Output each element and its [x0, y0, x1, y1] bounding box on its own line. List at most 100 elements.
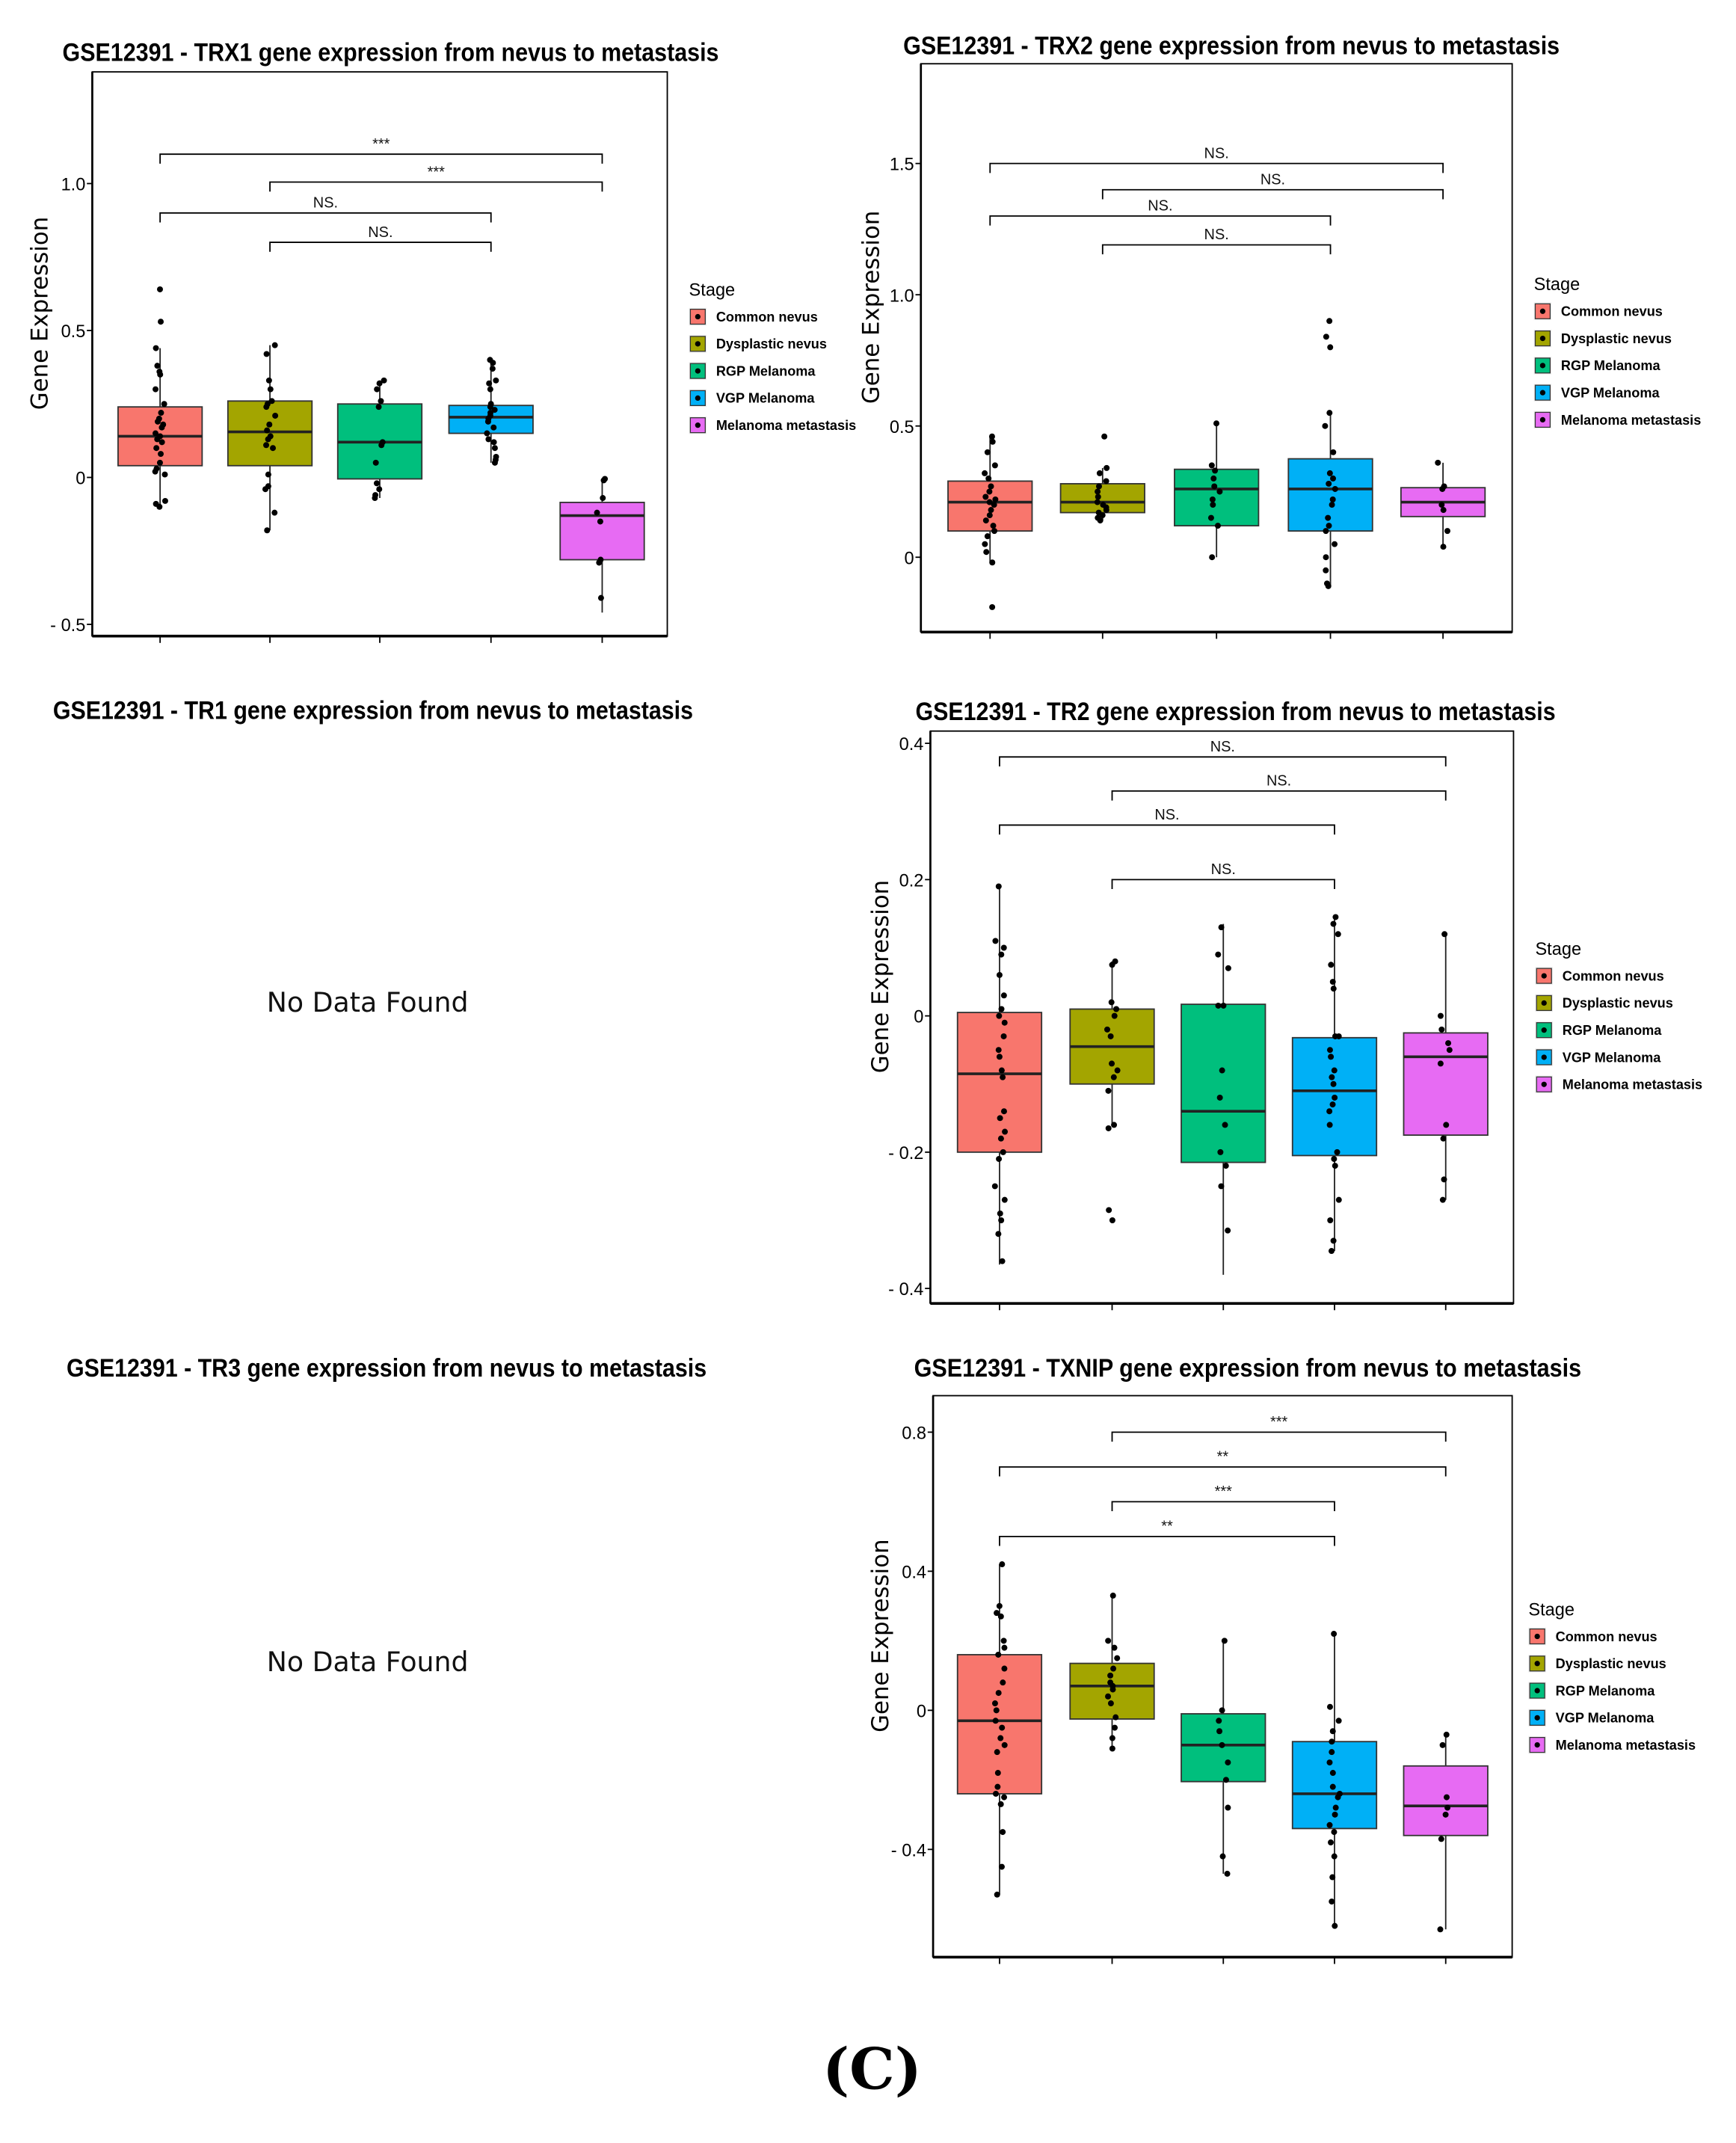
- data-point: [152, 468, 158, 475]
- legend-point-icon: [1539, 308, 1546, 314]
- data-point: [985, 475, 992, 482]
- data-point: [1439, 1741, 1446, 1748]
- legend-title: Stage: [1534, 274, 1580, 294]
- data-point: [1330, 1080, 1337, 1087]
- data-point: [1106, 1207, 1112, 1214]
- data-point: [1332, 1163, 1338, 1169]
- y-axis-label: Gene Expression: [867, 1539, 894, 1732]
- significance-label: ***: [372, 136, 390, 153]
- data-point: [161, 497, 168, 504]
- data-point: [986, 488, 993, 495]
- data-point: [1105, 1693, 1112, 1700]
- data-point: [1329, 1770, 1336, 1777]
- data-point: [1109, 1060, 1115, 1067]
- data-point: [1437, 1060, 1444, 1067]
- data-point: [1445, 1040, 1452, 1047]
- box-3: [1174, 468, 1260, 527]
- data-point: [1111, 1122, 1118, 1128]
- data-point: [1001, 1644, 1008, 1651]
- data-point: [1111, 1012, 1118, 1019]
- comparison-bracket: [999, 1466, 1447, 1477]
- significance-label: NS.: [1148, 198, 1172, 215]
- legend-title: Stage: [1528, 1599, 1575, 1619]
- data-point: [376, 486, 383, 493]
- legend-point-icon: [1534, 1661, 1540, 1667]
- significance-label: NS.: [1211, 861, 1236, 878]
- data-point: [1437, 1926, 1444, 1933]
- legend-title: Stage: [1535, 939, 1581, 959]
- data-point: [381, 377, 387, 384]
- y-tick-label: 0: [76, 469, 85, 488]
- data-point: [600, 477, 607, 484]
- y-tick-label: - 0.4: [891, 1840, 926, 1860]
- data-point: [1440, 1135, 1447, 1142]
- legend-point-icon: [695, 395, 701, 402]
- data-point: [999, 1561, 1006, 1568]
- data-point: [490, 439, 497, 446]
- legend-label: Common nevus: [1563, 968, 1664, 983]
- legend-label: Dysplastic nevus: [1563, 996, 1673, 1011]
- data-point: [998, 1067, 1005, 1074]
- data-point: [1001, 1019, 1008, 1026]
- legend: Stage Common nevus Dysplastic nevus RGP Mel…: [689, 280, 856, 434]
- data-point: [1329, 1738, 1335, 1745]
- data-point: [1107, 1033, 1114, 1039]
- data-point: [1439, 485, 1446, 492]
- box-5: [1403, 1032, 1489, 1137]
- data-point: [991, 1700, 998, 1707]
- data-point: [1107, 1700, 1114, 1707]
- data-point: [378, 398, 384, 405]
- data-point: [1000, 944, 1007, 951]
- data-point: [1000, 1149, 1006, 1155]
- data-point: [991, 502, 997, 508]
- data-point: [267, 386, 274, 393]
- data-point: [1331, 1067, 1338, 1074]
- data-point: [993, 1790, 999, 1797]
- legend-point-icon: [1541, 973, 1547, 979]
- data-point: [988, 483, 994, 490]
- data-point: [1327, 344, 1334, 351]
- significance-label: NS.: [1204, 145, 1229, 162]
- legend-label: VGP Melanoma: [1563, 1050, 1662, 1065]
- data-point: [1000, 1829, 1006, 1836]
- data-point: [158, 451, 164, 458]
- data-point: [995, 1651, 1002, 1658]
- data-point: [265, 436, 271, 443]
- significance-label: **: [1161, 1519, 1173, 1535]
- data-point: [1331, 1853, 1338, 1860]
- y-tick-label: - 0.4: [888, 1279, 923, 1299]
- chart-panel-6: GSE12391 - TXNIP gene expression from ne…: [867, 1354, 1696, 1964]
- legend-point-icon: [1539, 390, 1546, 396]
- data-point: [1208, 462, 1215, 469]
- y-tick-label: 0.8: [902, 1423, 926, 1442]
- data-point: [597, 594, 604, 601]
- data-point: [988, 507, 994, 514]
- data-point: [1440, 507, 1447, 514]
- data-point: [995, 883, 1002, 890]
- y-tick-label: 1.0: [890, 286, 914, 305]
- data-point: [1218, 924, 1225, 931]
- data-point: [272, 412, 279, 419]
- data-point: [1331, 1155, 1338, 1162]
- data-point: [1222, 1777, 1229, 1783]
- data-point: [982, 517, 989, 524]
- data-point: [1329, 979, 1336, 986]
- legend-label: Melanoma metastasis: [1561, 413, 1701, 428]
- data-point: [1329, 502, 1335, 508]
- data-point: [994, 1891, 1000, 1898]
- data-point: [1326, 1759, 1333, 1766]
- chart-panel-4: GSE12391 - TR2 gene expression from nevu…: [867, 698, 1702, 1311]
- data-point: [374, 386, 381, 393]
- data-point: [994, 1783, 1001, 1790]
- data-point: [1112, 1714, 1119, 1721]
- legend-point-icon: [695, 313, 701, 320]
- data-point: [376, 380, 383, 387]
- comparison-bracket: [159, 153, 603, 164]
- data-point: [997, 1613, 1004, 1620]
- significance-label: NS.: [1210, 739, 1235, 755]
- data-point: [1110, 1665, 1117, 1672]
- comparison-bracket: [989, 162, 1444, 173]
- legend-label: Melanoma metastasis: [1563, 1077, 1702, 1092]
- comparison-bracket: [1111, 879, 1335, 890]
- data-point: [1216, 1718, 1222, 1724]
